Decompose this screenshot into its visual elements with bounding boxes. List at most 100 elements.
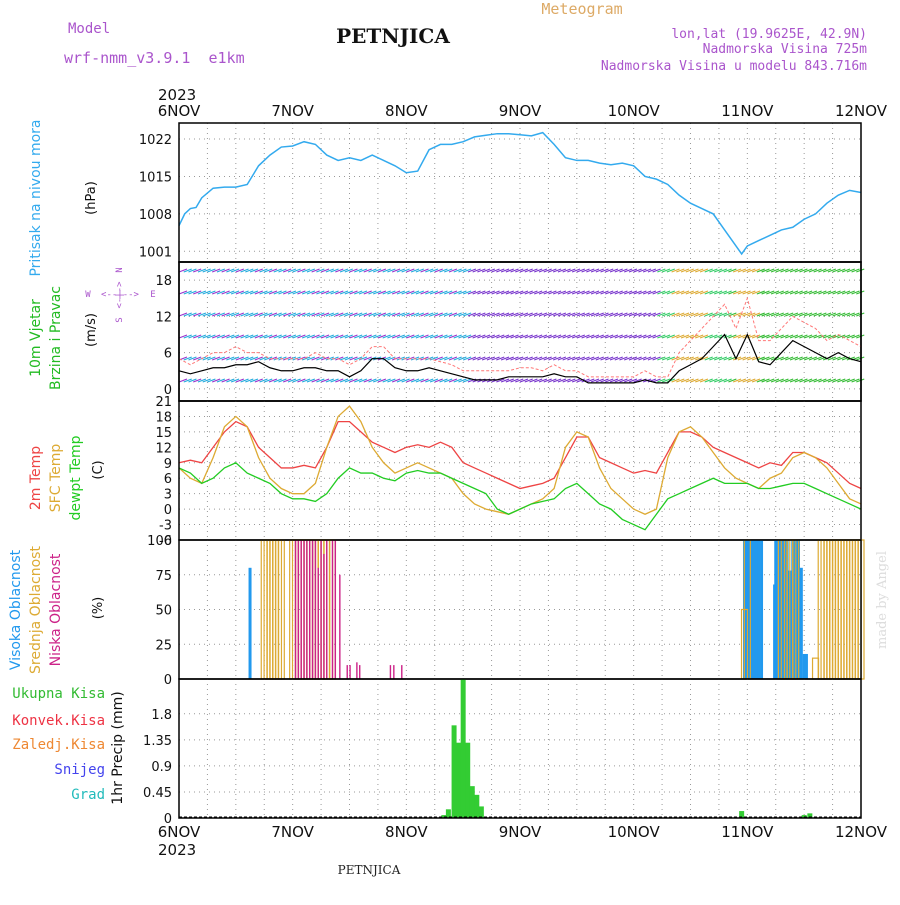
wind-barb xyxy=(354,356,363,361)
wind-barb xyxy=(221,378,230,383)
day-labels-bottom: 6NOV 7NOV 8NOV 9NOV 10NOV 11NOV 12NOV xyxy=(158,823,888,841)
wind-barb xyxy=(552,356,562,361)
wind-barb xyxy=(363,378,372,383)
wind-barb xyxy=(311,378,320,383)
wind-barb xyxy=(756,378,766,383)
wind-barb xyxy=(770,378,780,383)
wind-barb xyxy=(382,268,391,273)
wind-barb xyxy=(766,378,775,383)
wind-barb xyxy=(183,312,192,317)
wind-barb xyxy=(462,290,472,295)
wind-barb xyxy=(766,356,775,361)
wind-barb xyxy=(605,334,614,339)
wind-barb xyxy=(619,290,628,295)
wind-barb xyxy=(226,378,235,383)
compass-s: S xyxy=(115,317,125,322)
wind-barb xyxy=(794,334,803,339)
wind-barb xyxy=(192,334,202,339)
pressure-unit: (hPa) xyxy=(84,181,99,215)
wind-barb xyxy=(264,290,273,295)
wind-barb xyxy=(808,356,818,361)
wind-barb xyxy=(571,356,581,361)
wind-barb xyxy=(666,356,676,361)
wind-barb xyxy=(808,378,818,383)
wind-barb xyxy=(642,356,652,361)
precip-legend-item: Grad xyxy=(71,787,105,803)
wind-barb xyxy=(742,378,751,383)
wind-barb xyxy=(192,268,202,273)
wind-barb xyxy=(548,334,557,339)
wind-barb xyxy=(529,290,538,295)
wind-barb xyxy=(515,312,524,317)
wind-barb xyxy=(600,268,609,273)
wind-barb xyxy=(690,334,699,339)
wind-barb xyxy=(207,290,216,295)
wind-barb xyxy=(529,334,538,339)
wind-barb xyxy=(657,268,666,273)
wind-barb xyxy=(671,268,680,273)
wind-barb xyxy=(467,268,477,273)
wind-barb xyxy=(264,334,273,339)
wind-barb xyxy=(235,268,245,273)
wind-barb xyxy=(837,268,846,273)
wind-barb xyxy=(794,312,803,317)
wind-barb xyxy=(202,356,211,361)
wind-barb xyxy=(207,334,216,339)
wind-barb xyxy=(619,312,628,317)
wind-barb xyxy=(472,356,481,361)
low-cloud-bar xyxy=(317,567,319,679)
y-tick-label: 18 xyxy=(155,410,172,425)
wind-barb xyxy=(761,334,770,339)
wind-barb xyxy=(676,356,685,361)
wind-barb xyxy=(183,356,192,361)
wind-barb xyxy=(458,334,467,339)
wind-barb xyxy=(377,290,387,295)
wind-barb xyxy=(524,268,533,273)
wind-barb xyxy=(676,290,685,295)
wind-barb xyxy=(704,290,713,295)
wind-barb xyxy=(245,268,254,273)
wind-barb xyxy=(803,268,813,273)
wind-barb xyxy=(301,356,311,361)
wind-barb xyxy=(235,290,245,295)
wind-barb xyxy=(699,378,709,383)
wind-barb xyxy=(567,290,576,295)
wind-barb xyxy=(628,356,638,361)
wind-barb xyxy=(808,290,818,295)
low-cloud-bar xyxy=(311,540,314,679)
wind-barb xyxy=(306,290,316,295)
wind-barb xyxy=(794,290,803,295)
wind-barb xyxy=(586,268,595,273)
wind-barb xyxy=(496,312,505,317)
low-cloud-bar xyxy=(326,540,328,679)
wind-barb xyxy=(785,334,794,339)
cloud-ylabel-2: Srednja Oblacnost xyxy=(28,546,44,674)
wind-barb xyxy=(425,290,434,295)
wind-barb xyxy=(770,290,780,295)
wind-barb xyxy=(685,356,694,361)
wind-barb xyxy=(491,356,500,361)
wind-barb xyxy=(249,334,259,339)
wind-barb xyxy=(377,378,387,383)
wind-barb xyxy=(211,268,221,273)
wind-barb xyxy=(477,334,486,339)
wind-barb xyxy=(316,268,325,273)
wind-barb xyxy=(505,290,515,295)
wind-barb xyxy=(732,356,742,361)
wind-barb xyxy=(273,268,282,273)
wind-barb xyxy=(661,378,671,383)
wind-barb xyxy=(676,268,685,273)
wind-barb xyxy=(709,334,718,339)
wind-barb xyxy=(623,268,633,273)
wind-barb xyxy=(458,312,467,317)
wind-barb xyxy=(600,312,609,317)
wind-barb xyxy=(619,378,628,383)
wind-barb xyxy=(789,378,799,383)
wind-barb xyxy=(623,356,633,361)
wind-barb xyxy=(543,268,552,273)
wind-barb xyxy=(822,268,832,273)
wind-barb xyxy=(633,334,642,339)
wind-barb xyxy=(259,356,268,361)
wind-barb xyxy=(571,312,581,317)
wind-barb xyxy=(538,378,548,383)
